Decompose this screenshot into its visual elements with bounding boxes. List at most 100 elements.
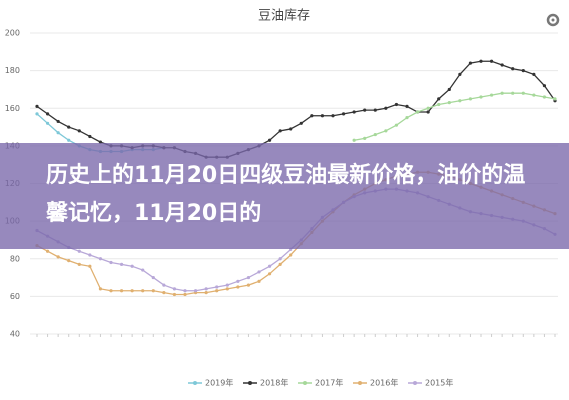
- point: [162, 283, 166, 287]
- point: [532, 93, 536, 97]
- point: [278, 129, 282, 133]
- y-tick-label: 200: [5, 29, 20, 38]
- point: [77, 249, 81, 253]
- point: [384, 106, 388, 110]
- point: [77, 129, 81, 133]
- point: [289, 253, 293, 257]
- point: [511, 91, 515, 95]
- point: [310, 114, 314, 118]
- point: [141, 268, 145, 272]
- point: [204, 287, 208, 291]
- point: [489, 59, 494, 63]
- y-tick-label: 160: [5, 104, 20, 113]
- point: [267, 272, 272, 276]
- point: [109, 260, 113, 265]
- y-tick-label: 80: [10, 254, 20, 263]
- chart-title: 豆油库存: [258, 8, 310, 24]
- point: [225, 287, 229, 291]
- point: [278, 257, 282, 261]
- point: [542, 95, 547, 99]
- point: [162, 291, 166, 295]
- point: [35, 104, 39, 108]
- point: [373, 132, 377, 137]
- point: [468, 61, 473, 65]
- point: [98, 257, 103, 261]
- point: [246, 275, 251, 280]
- point: [215, 289, 219, 293]
- point: [447, 87, 451, 92]
- point: [98, 140, 103, 144]
- point: [130, 264, 134, 268]
- point: [405, 116, 409, 120]
- point: [331, 114, 335, 118]
- point: [363, 136, 367, 140]
- point: [67, 259, 71, 263]
- point: [394, 102, 399, 107]
- point: [257, 279, 261, 283]
- point: [511, 67, 515, 71]
- point: [458, 99, 462, 103]
- point: [141, 289, 145, 293]
- point: [489, 93, 494, 97]
- point: [98, 287, 103, 291]
- legend-dot: [358, 381, 362, 385]
- legend-dot: [413, 381, 417, 385]
- point: [236, 285, 240, 289]
- point: [88, 253, 92, 257]
- point: [225, 283, 229, 287]
- point: [521, 69, 525, 73]
- point: [215, 285, 219, 289]
- point: [394, 123, 399, 127]
- point: [352, 110, 356, 114]
- point: [532, 72, 536, 76]
- point: [553, 97, 557, 101]
- point: [363, 108, 367, 112]
- legend-dot: [193, 381, 197, 385]
- point: [88, 134, 92, 139]
- point: [77, 262, 81, 266]
- point: [479, 95, 483, 99]
- point: [193, 289, 198, 293]
- point: [384, 129, 388, 133]
- point: [542, 84, 547, 88]
- point: [67, 138, 71, 142]
- point: [119, 289, 124, 293]
- point: [119, 262, 124, 266]
- point: [299, 121, 303, 125]
- point: [109, 289, 113, 293]
- point: [415, 110, 420, 114]
- point: [45, 112, 50, 116]
- point: [151, 275, 155, 280]
- point: [257, 270, 261, 274]
- point: [204, 291, 208, 295]
- point: [45, 121, 50, 125]
- point: [267, 138, 272, 142]
- point: [172, 292, 177, 297]
- legend-label: 2015年: [425, 378, 453, 388]
- point: [320, 114, 325, 118]
- y-tick-label: 40: [10, 330, 20, 339]
- point: [405, 104, 409, 108]
- settings-icon[interactable]: [546, 13, 560, 27]
- point: [56, 119, 60, 124]
- point: [458, 72, 462, 76]
- point: [183, 292, 187, 297]
- series-line: [354, 92, 556, 141]
- point: [500, 63, 504, 67]
- point: [183, 289, 187, 293]
- point: [130, 289, 134, 293]
- point: [479, 59, 483, 63]
- point: [151, 289, 155, 293]
- point: [246, 283, 251, 287]
- legend-dot: [303, 381, 307, 385]
- point: [373, 108, 377, 112]
- point: [426, 110, 430, 114]
- point: [278, 262, 282, 266]
- y-tick-label: 180: [5, 66, 20, 75]
- legend-dot: [248, 381, 252, 385]
- point: [45, 249, 50, 253]
- point: [426, 106, 430, 110]
- point: [289, 127, 293, 131]
- point: [88, 264, 92, 268]
